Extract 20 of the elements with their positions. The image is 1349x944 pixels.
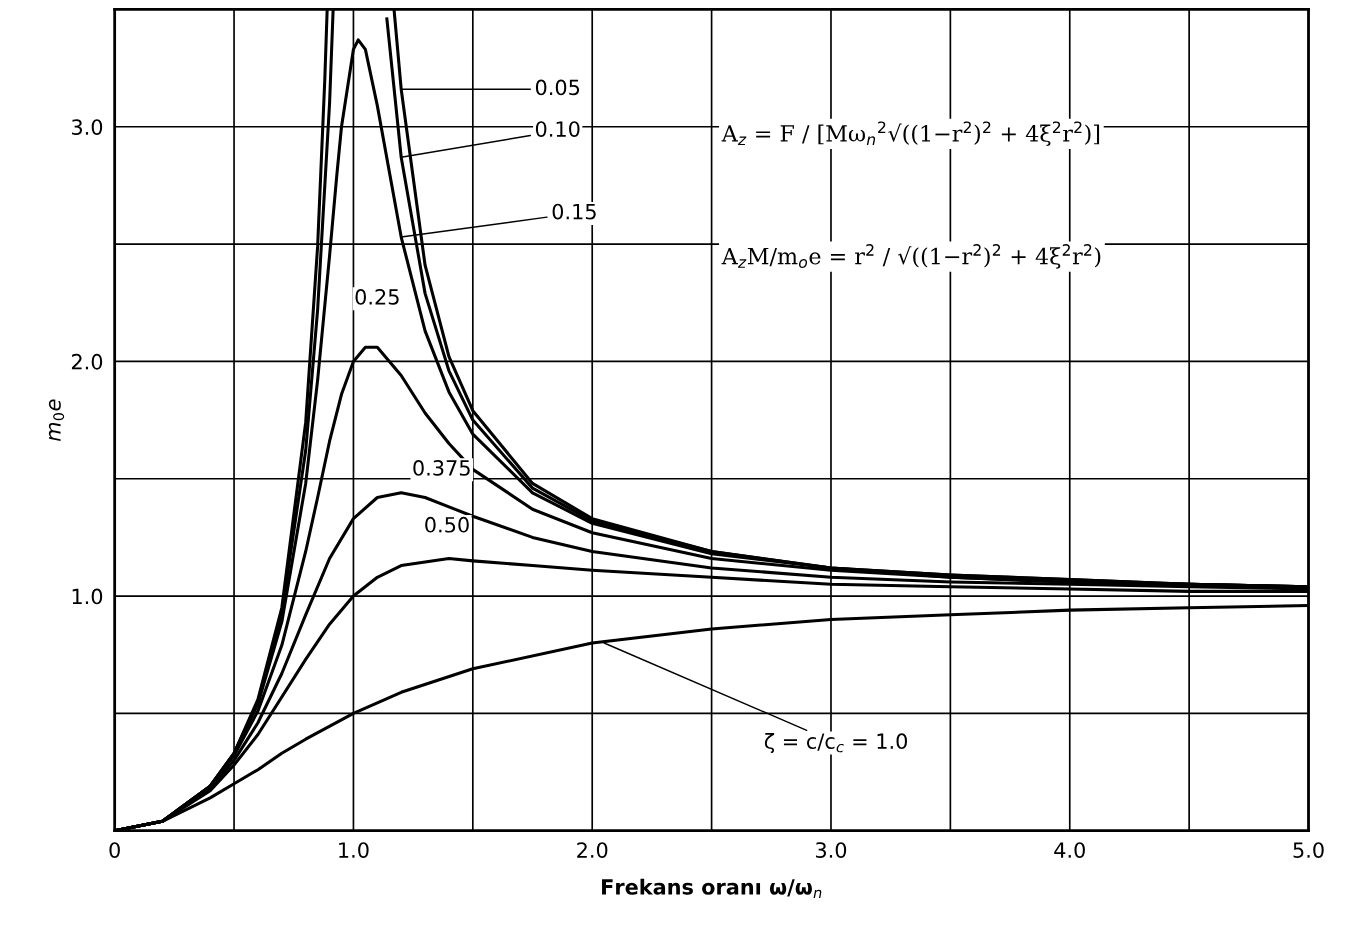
- x-tick-label: 1.0: [339, 842, 369, 858]
- text: A$_{z}$ = F / [Mω$_{n}$$^{2}$√((1−r$^{2}$)$^{2}$ + 4ξ$^{2}$r$^{2}$)]: [721, 121, 1100, 147]
- y-axis-title: m$_{0}$e: [48, 399, 65, 442]
- y-tick-label: 1.0: [72, 588, 103, 605]
- annotation: 0.05: [535, 79, 580, 96]
- annotation: 0.25: [355, 289, 399, 305]
- x-tick-label: 5.0: [1293, 842, 1324, 858]
- x-axis-title: Frekans oranı ω/ω$_{n}$: [602, 878, 822, 898]
- x-tick-label: 4.0: [1054, 842, 1085, 858]
- y-tick-label: 3.0: [72, 119, 103, 135]
- annotation: 0.375: [413, 460, 470, 476]
- x-tick-label: 3.0: [816, 842, 847, 858]
- annotation: 0.10: [535, 121, 580, 137]
- annotation: 0.50: [425, 516, 469, 533]
- annotation: ζ = c/c$_{c}$ = 1.0: [764, 732, 907, 754]
- annotation: 0.15: [552, 203, 596, 220]
- x-tick-label: 2.0: [577, 842, 608, 858]
- x-tick-label: 0: [109, 842, 120, 858]
- y-tick-label: 2.0: [71, 353, 103, 370]
- text: A$_{z}$M/m$_{o}$e = r$^{2}$ / √((1−r$^{2}$)$^{2}$ + 4ξ$^{2}$r$^{2}$): [721, 244, 1101, 269]
